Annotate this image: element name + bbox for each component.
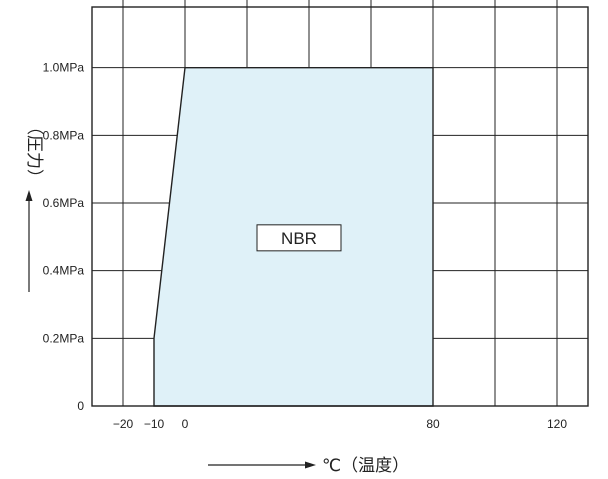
y-tick-label: 0 <box>77 399 84 413</box>
y-axis-title: （圧力） <box>24 118 44 292</box>
x-tick-label: −10 <box>144 417 165 431</box>
x-axis-title: ℃（温度） <box>208 456 409 476</box>
x-axis-arrowhead-icon <box>305 461 316 469</box>
x-tick-label: −20 <box>113 417 134 431</box>
y-tick-label: 1.0MPa <box>43 61 85 75</box>
y-tick-label: 0.8MPa <box>43 128 85 142</box>
series-label: NBR <box>256 224 342 252</box>
plot-frame <box>91 6 589 407</box>
y-tick-label: 0.4MPa <box>43 264 85 278</box>
x-tick-labels: −20 −10 0 80 120 <box>113 417 568 431</box>
x-tick-label: 120 <box>547 417 567 431</box>
x-tick-label: 80 <box>426 417 440 431</box>
x-tick-label: 0 <box>182 417 189 431</box>
x-axis-title-text: ℃（温度） <box>322 456 409 476</box>
y-tick-labels: 0 0.2MPa 0.4MPa 0.6MPa 0.8MPa 1.0MPa <box>43 61 85 413</box>
y-axis-title-text: （圧力） <box>24 118 44 186</box>
y-tick-label: 0.2MPa <box>43 331 85 345</box>
y-tick-label: 0.6MPa <box>43 196 85 210</box>
series-label-box <box>256 224 342 252</box>
y-axis-arrowhead-icon <box>25 190 33 201</box>
series-label-text: NBR <box>281 229 317 248</box>
